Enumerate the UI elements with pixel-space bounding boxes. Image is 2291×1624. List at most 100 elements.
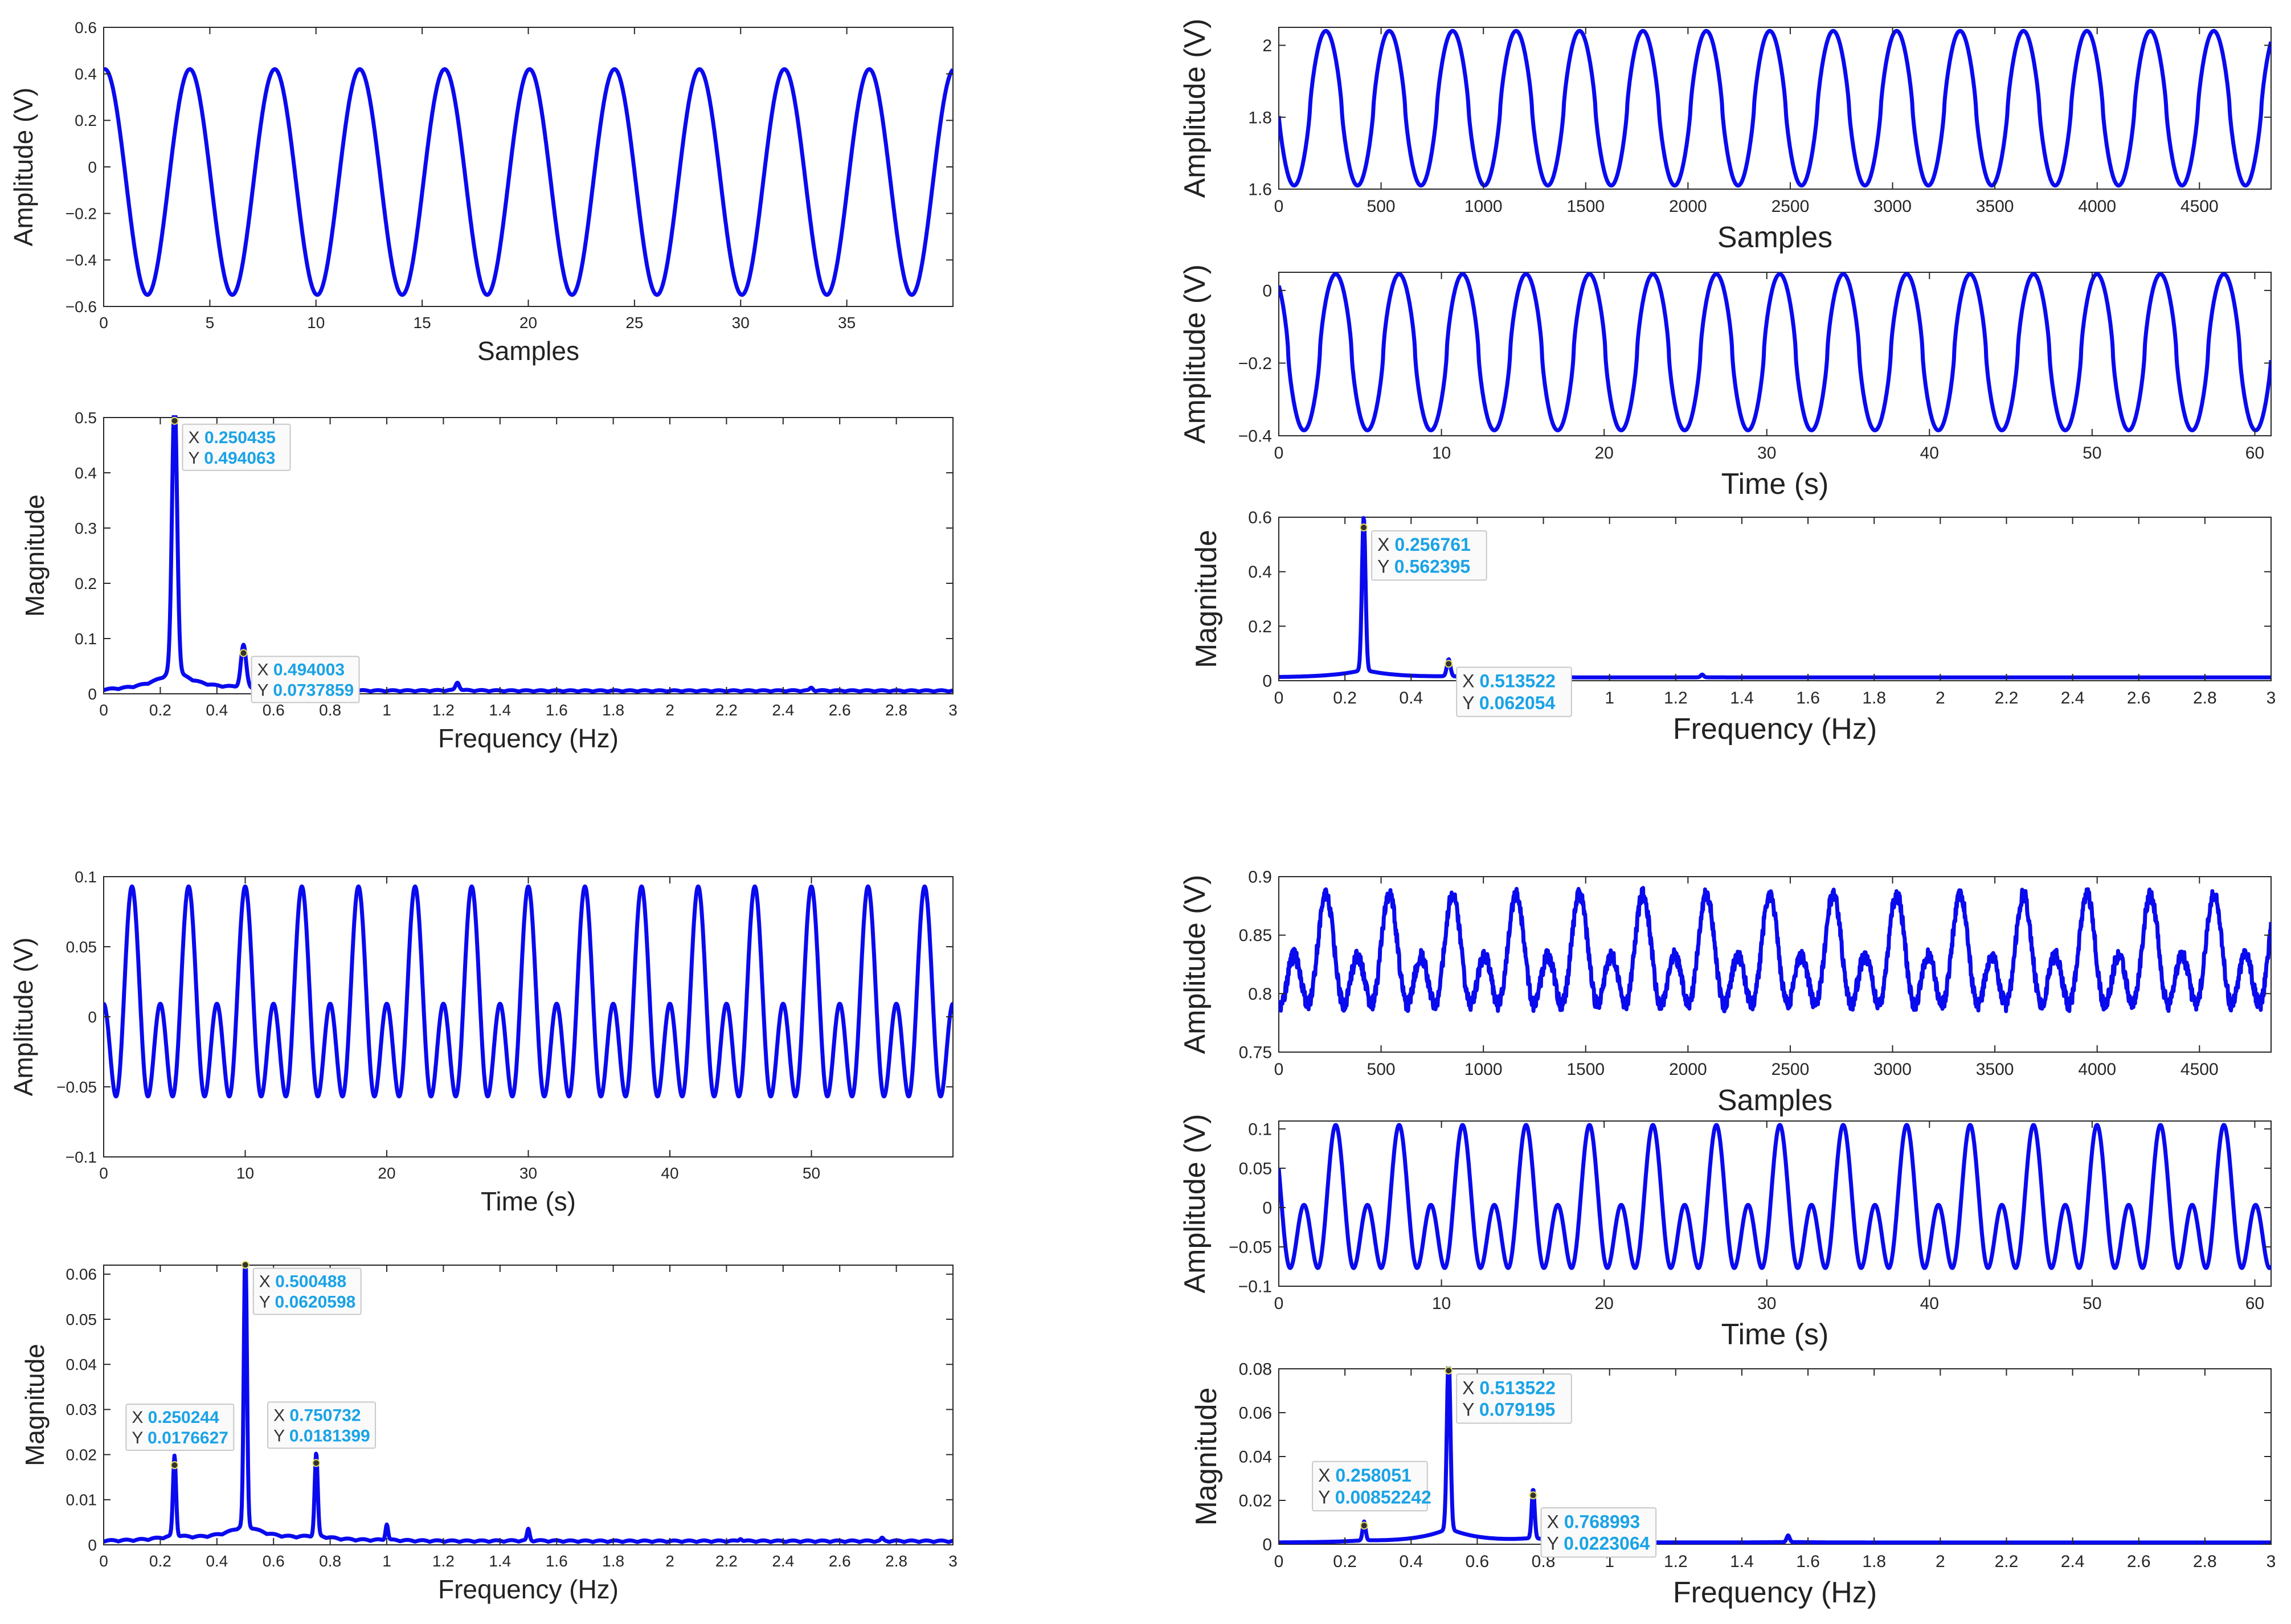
x-tick-label: 0 xyxy=(1274,444,1284,463)
x-tick-label: 2000 xyxy=(1669,197,1707,216)
datatip-marker[interactable] xyxy=(170,1461,179,1470)
y-tick-label: 0.6 xyxy=(75,19,97,36)
x-tick-label: 25 xyxy=(625,314,643,332)
datatip: X 0.494003 Y 0.0737859 xyxy=(239,649,360,703)
y-tick-label: 0.05 xyxy=(1239,1159,1272,1178)
x-tick-label: 40 xyxy=(1920,444,1939,463)
series-line xyxy=(1279,516,2271,680)
y-tick-label: 0.02 xyxy=(1239,1492,1272,1511)
x-tick-label: 2.2 xyxy=(1995,689,2019,707)
datatip-box xyxy=(1456,666,1572,717)
datatip-marker[interactable] xyxy=(1529,1491,1537,1500)
datatip-marker[interactable] xyxy=(1445,660,1453,668)
x-tick-label: 1.8 xyxy=(602,1552,624,1570)
datatip-x: X 0.750732 xyxy=(273,1406,361,1425)
y-tick-label: 0.03 xyxy=(66,1401,97,1418)
datatip-marker[interactable] xyxy=(239,649,248,657)
datatip-marker[interactable] xyxy=(312,1459,321,1467)
datatip-marker[interactable] xyxy=(170,416,179,425)
x-tick-label: 4000 xyxy=(2078,197,2116,216)
y-tick-label: 0 xyxy=(1262,281,1272,300)
datatip-box xyxy=(252,1267,362,1315)
datatip-x: X 0.513522 xyxy=(1462,1377,1556,1398)
x-tick-label: 20 xyxy=(1594,444,1613,463)
datatip-y: Y 0.562395 xyxy=(1377,557,1470,577)
x-tick-label: 3500 xyxy=(1976,197,2014,216)
x-axis-label: Frequency (Hz) xyxy=(438,1574,619,1604)
series-line xyxy=(1279,1367,2271,1545)
y-axis-label: Magnitude xyxy=(1190,1388,1223,1526)
y-tick-label: 0.2 xyxy=(75,575,97,592)
datatip-y: Y 0.494063 xyxy=(188,449,275,468)
y-tick-label: −0.2 xyxy=(66,204,97,222)
x-tick-label: 0.4 xyxy=(206,701,228,719)
x-tick-label: 2.2 xyxy=(715,1552,738,1570)
x-tick-label: 10 xyxy=(307,314,325,332)
y-tick-label: −0.2 xyxy=(1238,354,1272,373)
y-tick-label: −0.4 xyxy=(1238,427,1272,446)
x-tick-label: 3 xyxy=(948,701,958,719)
x-tick-label: 2.4 xyxy=(2061,689,2085,707)
x-tick-label: 1.4 xyxy=(1730,1552,1754,1571)
y-tick-label: 0.85 xyxy=(1239,926,1272,945)
y-tick-label: 0.1 xyxy=(75,630,97,648)
datatip-marker[interactable] xyxy=(1445,1367,1453,1375)
datatip-marker[interactable] xyxy=(241,1261,249,1269)
x-axis-label: Frequency (Hz) xyxy=(1673,713,1877,746)
datatip-marker[interactable] xyxy=(1360,523,1368,531)
x-axis-label: Samples xyxy=(477,336,579,366)
x-tick-label: 40 xyxy=(661,1164,678,1182)
y-tick-label: 0.01 xyxy=(66,1491,97,1509)
x-tick-label: 0 xyxy=(99,1552,108,1570)
series-line xyxy=(1279,1123,2271,1270)
datatip-box xyxy=(267,1401,377,1449)
datatip-y: Y 0.0176627 xyxy=(132,1429,228,1447)
x-tick-label: 1.2 xyxy=(432,1552,455,1570)
x-tick-label: 10 xyxy=(1432,1294,1451,1313)
x-tick-label: 30 xyxy=(1757,1294,1776,1313)
y-tick-label: 0.06 xyxy=(1239,1404,1272,1423)
y-tick-label: 1.8 xyxy=(1248,108,1272,127)
y-tick-label: −0.6 xyxy=(66,298,97,316)
x-tick-label: 2.8 xyxy=(885,701,907,719)
datatip-x: X 0.513522 xyxy=(1462,671,1556,692)
y-tick-label: −0.05 xyxy=(1229,1238,1272,1257)
x-tick-label: 4000 xyxy=(2078,1060,2116,1079)
y-tick-label: 0.4 xyxy=(75,65,97,83)
x-tick-label: 3 xyxy=(2267,689,2276,707)
x-axis-label: Time (s) xyxy=(481,1187,576,1216)
x-tick-label: 2500 xyxy=(1772,1060,1810,1079)
datatip-y: Y 0.079195 xyxy=(1462,1400,1555,1420)
x-tick-label: 2.4 xyxy=(772,1552,794,1570)
x-tick-label: 50 xyxy=(2083,1294,2101,1313)
x-axis-label: Time (s) xyxy=(1721,1318,1829,1351)
x-tick-label: 0.4 xyxy=(206,1552,228,1570)
chart-p4: 0 10 20 30 40 50 60 −0.4 −0.2 0 Time (s) Amplitude … xyxy=(1179,264,2272,501)
x-tick-label: 0.2 xyxy=(149,701,171,719)
y-tick-label: −0.05 xyxy=(56,1078,97,1096)
datatip-y: Y 0.0737859 xyxy=(257,681,354,699)
y-tick-label: −0.4 xyxy=(66,251,97,269)
x-tick-label: 1.6 xyxy=(1796,1552,1820,1571)
x-tick-label: 1.8 xyxy=(1862,1552,1886,1571)
y-tick-label: 0.5 xyxy=(75,409,97,427)
x-tick-label: 0.2 xyxy=(1333,1552,1357,1571)
y-tick-label: 0.4 xyxy=(1248,563,1272,582)
x-tick-label: 30 xyxy=(1757,444,1776,463)
datatip-x: X 0.250435 xyxy=(188,428,276,447)
x-tick-label: 0.8 xyxy=(319,701,341,719)
x-tick-label: 0.6 xyxy=(263,701,285,719)
x-tick-label: 2.4 xyxy=(2061,1552,2085,1571)
x-tick-label: 0 xyxy=(1274,1552,1284,1571)
datatip-x: X 0.500488 xyxy=(259,1273,347,1291)
y-tick-label: 0.05 xyxy=(66,1311,97,1328)
x-tick-label: 20 xyxy=(519,314,537,332)
x-tick-label: 60 xyxy=(2245,444,2264,463)
y-axis-label: Amplitude (V) xyxy=(1179,875,1212,1054)
datatip-marker[interactable] xyxy=(1360,1521,1368,1530)
plot-area xyxy=(1278,1368,2272,1545)
series-line xyxy=(104,67,953,297)
x-tick-label: 4500 xyxy=(2180,1060,2219,1079)
